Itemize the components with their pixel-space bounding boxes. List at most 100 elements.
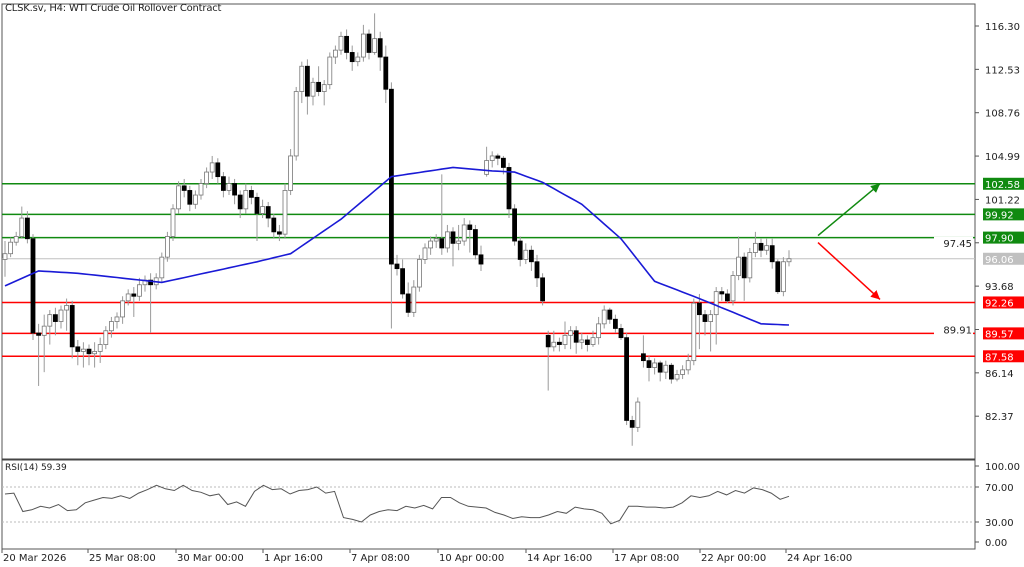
candle-body [618, 328, 624, 339]
bear-candle [775, 259, 781, 294]
bull-candle [652, 358, 657, 375]
bear-candle [271, 213, 277, 239]
bull-candle [103, 326, 109, 350]
candle-body [512, 208, 517, 242]
time-tick-label: 7 Apr 08:00 [351, 553, 410, 564]
bear-candle [613, 314, 618, 334]
bull-candle [416, 254, 422, 292]
bull-candle [19, 206, 25, 239]
candle-body [170, 208, 176, 237]
bull-candle [422, 243, 428, 265]
candle-body [579, 339, 585, 343]
bear-candle [265, 201, 271, 228]
bear-candle [495, 153, 501, 166]
time-axis[interactable]: 20 Mar 2026 25 Mar 08:00 30 Mar 00:00 1 Apr… [1, 549, 852, 564]
bull-candle [461, 218, 467, 246]
rsi-panel: 100.00 70.00 30.00 0.00 [2, 462, 1020, 549]
candle-body [226, 183, 232, 191]
candle-body [495, 155, 501, 159]
bull-candle [601, 305, 607, 329]
bear-candle [540, 273, 545, 306]
bear-candle [719, 287, 725, 301]
bear-candle [450, 227, 456, 267]
candle-body [243, 190, 249, 210]
chart-frame [1, 3, 976, 550]
bull-candle [562, 321, 568, 350]
bull-candle [484, 146, 490, 177]
candle-body [69, 305, 75, 348]
bear-candle [30, 234, 36, 340]
bear-candle [478, 245, 484, 271]
price-tick-label: 82.37 [985, 412, 1014, 423]
candle-body [601, 309, 607, 325]
bull-candle [8, 237, 14, 258]
bear-candle [400, 259, 406, 299]
candle-body [53, 314, 58, 322]
candle-body [304, 65, 310, 97]
candle-body [8, 241, 14, 255]
bear-candle [702, 310, 708, 336]
candle-body [316, 81, 322, 92]
candle-body [730, 275, 736, 302]
candle-body [540, 277, 545, 302]
time-tick-label: 1 Apr 16:00 [264, 553, 323, 564]
candle-body [2, 253, 8, 260]
bull-candle [282, 183, 288, 239]
price-tick-label-bg [934, 236, 973, 249]
bear-candle [641, 335, 646, 368]
bear-candle [669, 362, 674, 384]
candle-body [529, 249, 534, 263]
candle-body [86, 348, 92, 355]
candle-body [220, 176, 226, 191]
candle-body [489, 155, 495, 161]
bull-candle [142, 275, 148, 292]
rsi-tick-label: 100.00 [985, 462, 1020, 473]
bear-candle [467, 220, 473, 253]
time-tick-label: 25 Mar 08:00 [89, 553, 156, 564]
bull-candle [596, 316, 601, 345]
candle-body [58, 309, 64, 322]
bull-candle [159, 252, 165, 283]
bear-candle [131, 287, 137, 317]
candle-body [422, 247, 428, 260]
bull-candle [192, 190, 198, 209]
candle-body [355, 56, 361, 63]
bull-candle [713, 287, 719, 345]
bull-candle [355, 52, 361, 67]
candle-body [753, 242, 758, 253]
time-tick-label: 22 Apr 00:00 [701, 553, 766, 564]
candle-body [708, 314, 713, 322]
candle-body [75, 346, 81, 352]
bear-candle [366, 29, 372, 60]
candle-body [568, 330, 573, 336]
candle-body [428, 240, 434, 249]
candle-body [97, 344, 103, 352]
candle-body [299, 65, 305, 92]
bear-candle [725, 289, 730, 304]
price-axis[interactable]: 116.30 112.53 108.76 104.99 101.22 97.45 93.68… [934, 22, 1024, 423]
candle-body [562, 334, 568, 345]
bull-candle [551, 330, 557, 352]
candle-body [24, 217, 30, 240]
bull-candle [81, 342, 86, 368]
candle-body [769, 245, 775, 263]
bull-candle [136, 277, 142, 301]
candle-body [125, 293, 131, 302]
candle-body [366, 33, 372, 53]
candle-body [725, 293, 730, 302]
chart-title: CLSK.sv, H4: WTI Crude Oil Rollover Cont… [5, 3, 222, 14]
bear-candle [75, 339, 81, 366]
candle-body [411, 286, 417, 313]
bear-candle [573, 326, 579, 354]
level-badge-label: 102.58 [985, 180, 1020, 191]
candle-body [30, 238, 36, 334]
price-tick-label: 101.22 [985, 195, 1020, 206]
candle-body [534, 261, 540, 279]
candle-body [551, 341, 557, 348]
bull-candle [243, 183, 249, 214]
bear-candle [383, 45, 389, 104]
bull-candle [114, 312, 120, 329]
moving-average-line [4, 166, 790, 326]
candle-body [456, 240, 462, 244]
